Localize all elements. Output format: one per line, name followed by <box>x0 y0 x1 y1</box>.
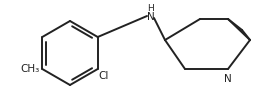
Text: CH₃: CH₃ <box>20 64 39 74</box>
Text: H: H <box>148 4 154 13</box>
Text: N: N <box>224 74 232 84</box>
Text: N: N <box>147 12 155 22</box>
Text: Cl: Cl <box>99 71 109 81</box>
